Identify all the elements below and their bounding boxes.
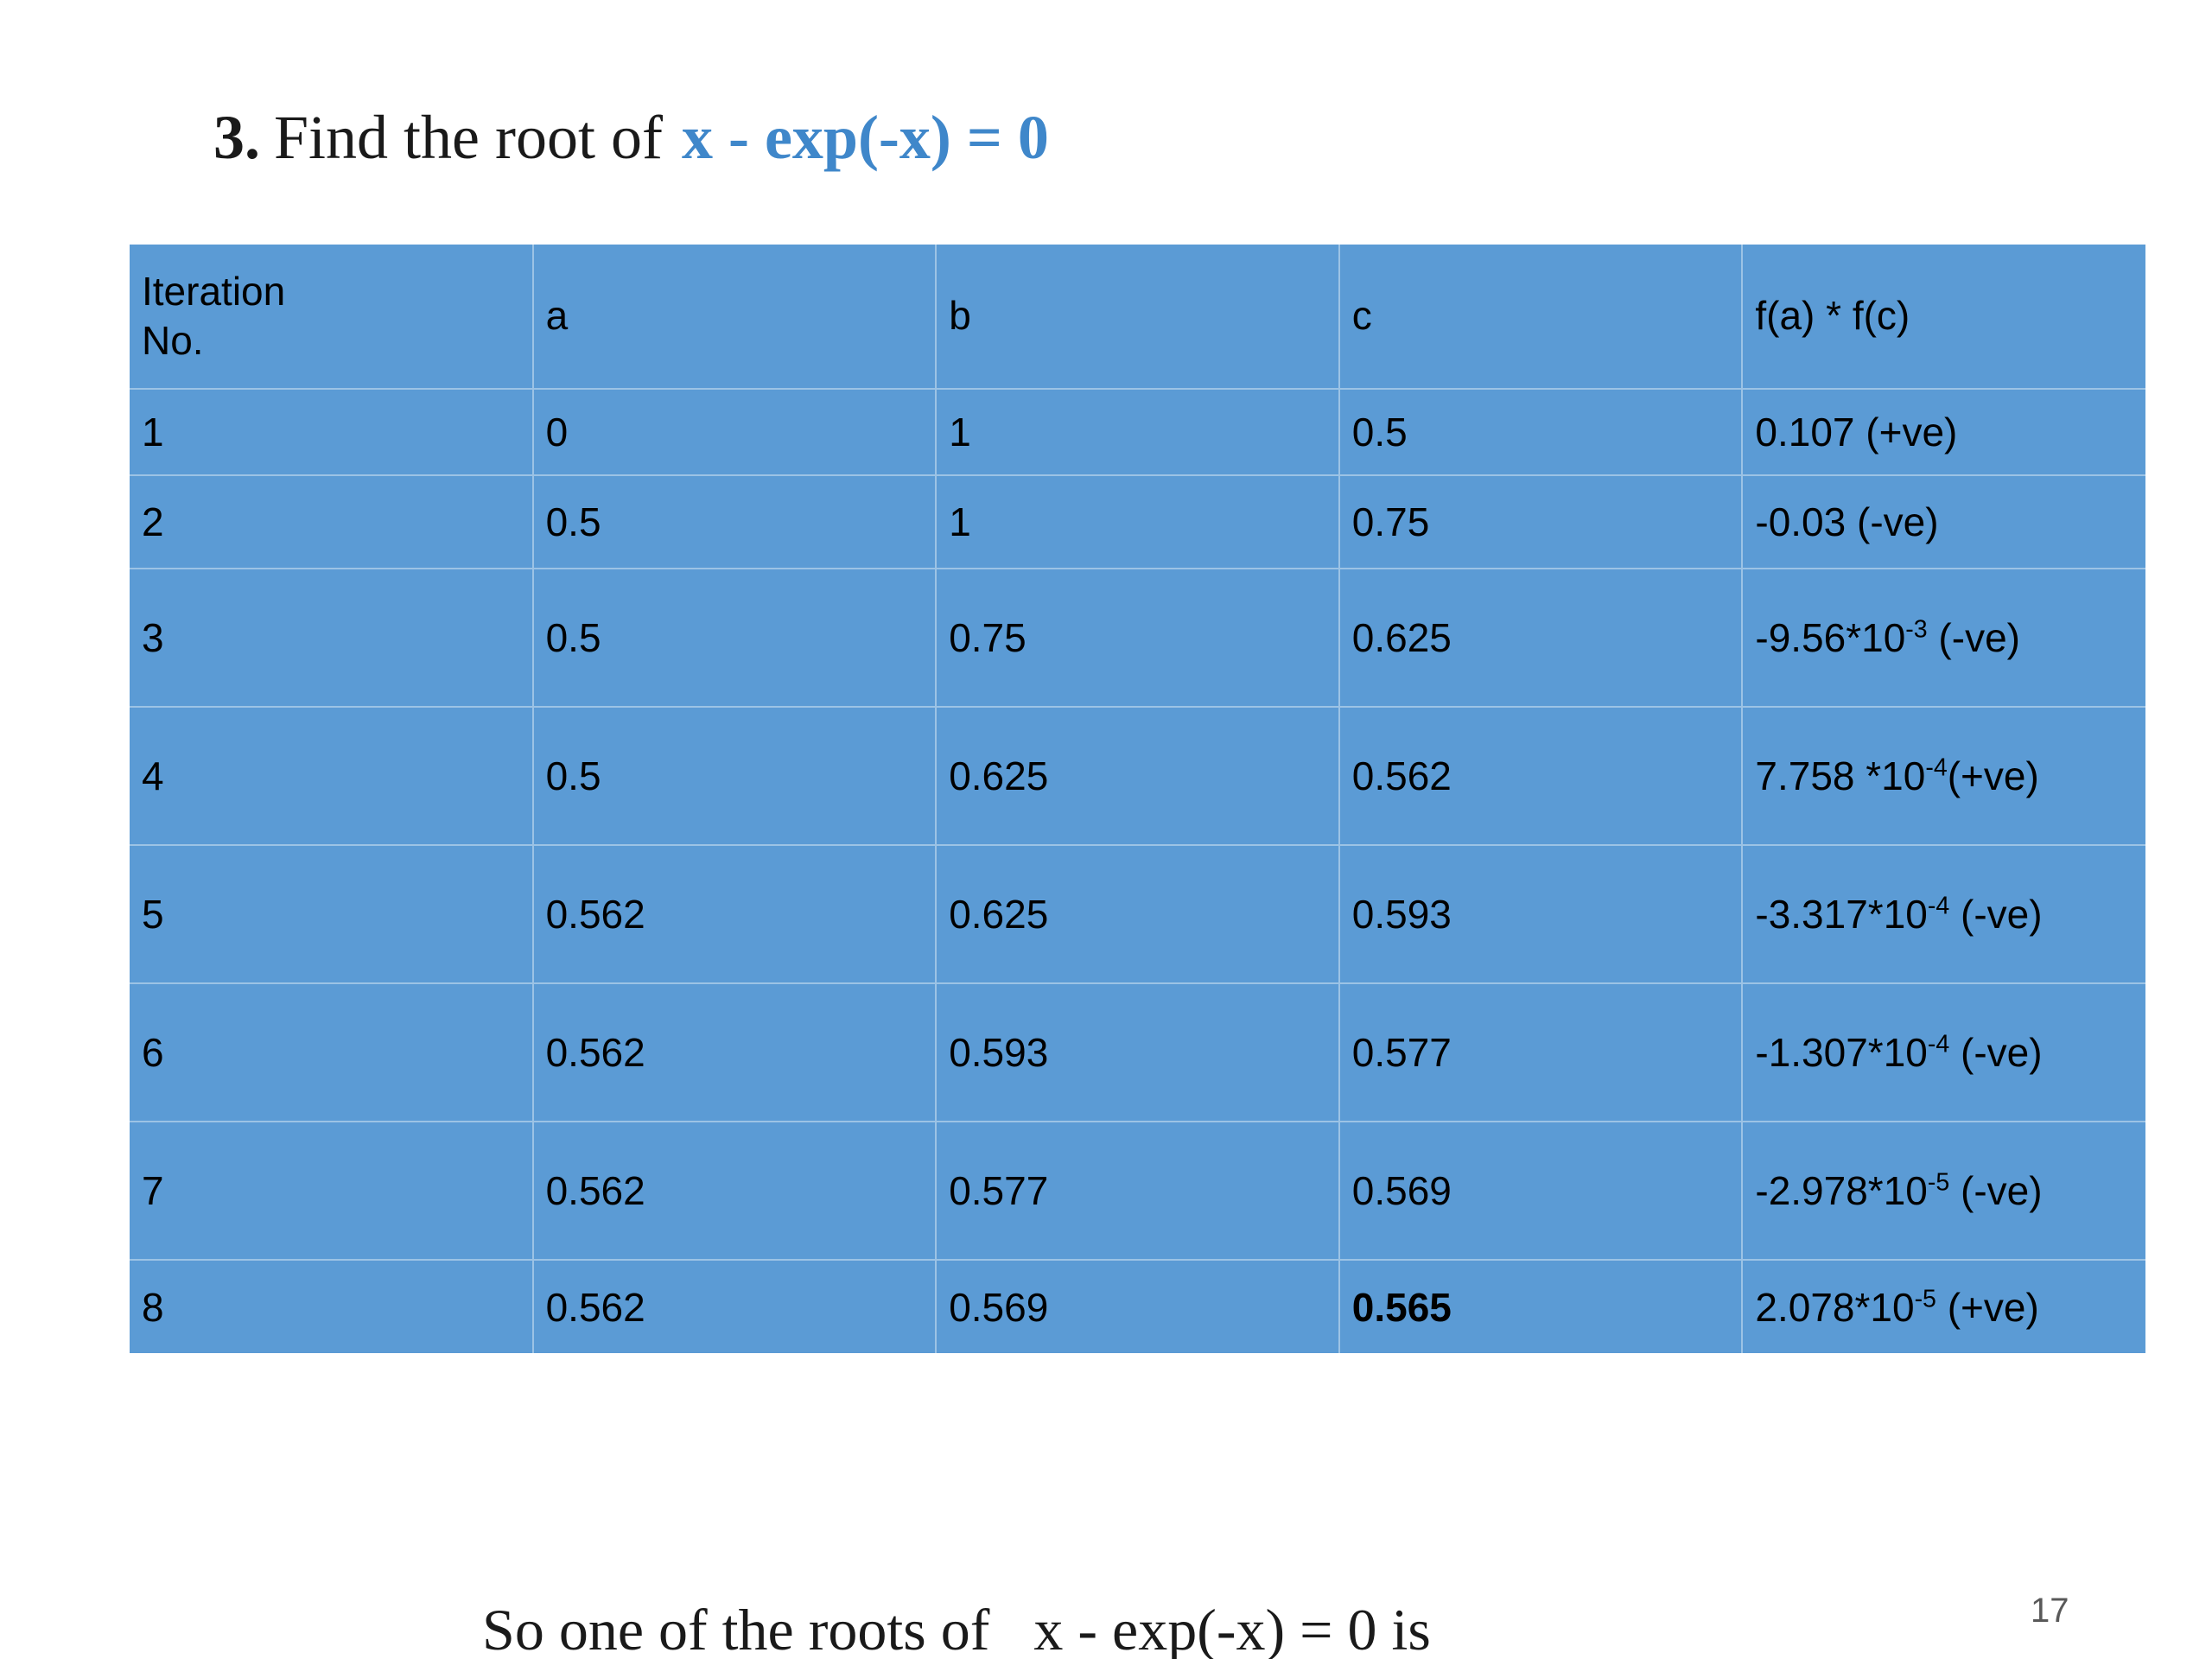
a-cell: 0.562: [531, 844, 938, 984]
fafc-cell: 0.107 (+ve): [1741, 388, 2146, 476]
a-cell: 0.562: [531, 982, 938, 1122]
table-row: 1 0 1 0.5 0.107 (+ve): [129, 388, 2146, 476]
iteration-cell: 5: [129, 844, 534, 984]
iteration-cell: 3: [129, 568, 534, 708]
title-text: Find the root of: [274, 103, 663, 172]
b-cell: 0.577: [935, 1121, 1340, 1261]
iteration-cell: 7: [129, 1121, 534, 1261]
fafc-mantissa: -1.307*10: [1755, 1030, 1928, 1075]
iteration-cell: 4: [129, 706, 534, 846]
fafc-sign: (+ve): [1936, 1284, 2039, 1330]
c-cell: 0.577: [1338, 982, 1744, 1122]
table-row: 4 0.5 0.625 0.562 7.758 *10-4(+ve): [129, 706, 2146, 846]
c-cell: 0.5: [1338, 388, 1744, 476]
fafc-exponent: -3: [1905, 615, 1928, 644]
page-number: 17: [2031, 1592, 2069, 1630]
fafc-exponent: -4: [1927, 892, 1950, 920]
b-cell: 1: [935, 474, 1340, 569]
col-header-iteration: Iteration No.: [129, 244, 534, 390]
fafc-mantissa: -2.978*10: [1755, 1168, 1928, 1213]
c-cell: 0.593: [1338, 844, 1744, 984]
a-cell: 0.562: [531, 1259, 938, 1354]
c-cell: 0.625: [1338, 568, 1744, 708]
table-row: 2 0.5 1 0.75 -0.03 (-ve): [129, 474, 2146, 569]
col-header-fafc: f(a) * f(c): [1741, 244, 2146, 390]
title-number: 3.: [213, 103, 260, 172]
table-row: 8 0.562 0.569 0.565 2.078*10-5 (+ve): [129, 1259, 2146, 1354]
conclusion-line-1: So one of the roots of x - exp(-x) = 0 i…: [482, 1597, 1431, 1659]
b-cell: 0.593: [935, 982, 1340, 1122]
iteration-cell: 6: [129, 982, 534, 1122]
fafc-cell: 7.758 *10-4(+ve): [1741, 706, 2146, 846]
b-cell: 0.75: [935, 568, 1340, 708]
table-row: 5 0.562 0.625 0.593 -3.317*10-4 (-ve): [129, 844, 2146, 984]
col-header-a: a: [531, 244, 938, 390]
c-cell: 0.569: [1338, 1121, 1744, 1261]
bisection-table: Iteration No. a b c f(a) * f(c) 1 0 1 0.…: [129, 244, 2146, 1354]
fafc-sign: (+ve): [1947, 753, 2039, 798]
fafc-cell: -2.978*10-5 (-ve): [1741, 1121, 2146, 1261]
iteration-cell: 2: [129, 474, 534, 569]
fafc-exponent: -5: [1927, 1168, 1950, 1197]
iteration-cell: 1: [129, 388, 534, 476]
fafc-mantissa: 2.078*10: [1755, 1284, 1915, 1330]
b-cell: 1: [935, 388, 1340, 476]
fafc-sign: (-ve): [1949, 892, 2043, 937]
table-row: 6 0.562 0.593 0.577 -1.307*10-4 (-ve): [129, 982, 2146, 1122]
fafc-mantissa: -3.317*10: [1755, 892, 1928, 937]
col-header-c: c: [1338, 244, 1744, 390]
fafc-mantissa: 0.107 (+ve): [1755, 410, 1958, 454]
fafc-exponent: -4: [1925, 753, 1948, 782]
fafc-sign: (-ve): [1949, 1030, 2043, 1075]
fafc-exponent: -4: [1927, 1030, 1950, 1058]
fafc-cell: -0.03 (-ve): [1741, 474, 2146, 569]
table-header-row: Iteration No. a b c f(a) * f(c): [129, 244, 2146, 390]
slide-title: 3. Find the root of x - exp(-x) = 0: [213, 102, 1049, 174]
a-cell: 0: [531, 388, 938, 476]
b-cell: 0.625: [935, 706, 1340, 846]
c-cell: 0.562: [1338, 706, 1744, 846]
a-cell: 0.5: [531, 706, 938, 846]
c-cell: 0.75: [1338, 474, 1744, 569]
fafc-sign: (-ve): [1949, 1168, 2043, 1213]
c-cell-root-result: 0.565: [1338, 1259, 1744, 1354]
fafc-mantissa: 7.758 *10: [1755, 753, 1926, 798]
a-cell: 0.5: [531, 474, 938, 569]
b-cell: 0.625: [935, 844, 1340, 984]
a-cell: 0.562: [531, 1121, 938, 1261]
iteration-cell: 8: [129, 1259, 534, 1354]
bisection-table-container: Iteration No. a b c f(a) * f(c) 1 0 1 0.…: [129, 244, 2146, 1354]
fafc-cell: -3.317*10-4 (-ve): [1741, 844, 2146, 984]
b-cell: 0.569: [935, 1259, 1340, 1354]
table-row: 7 0.562 0.577 0.569 -2.978*10-5 (-ve): [129, 1121, 2146, 1261]
fafc-exponent: -5: [1914, 1285, 1936, 1313]
table-row: 3 0.5 0.75 0.625 -9.56*10-3 (-ve): [129, 568, 2146, 708]
conclusion-text: So one of the roots of x - exp(-x) = 0 i…: [482, 1417, 1431, 1659]
fafc-cell: -1.307*10-4 (-ve): [1741, 982, 2146, 1122]
col-header-b: b: [935, 244, 1340, 390]
fafc-sign: (-ve): [1927, 615, 2020, 660]
a-cell: 0.5: [531, 568, 938, 708]
fafc-mantissa: -0.03 (-ve): [1755, 499, 1939, 544]
fafc-mantissa: -9.56*10: [1755, 615, 1906, 660]
fafc-cell: 2.078*10-5 (+ve): [1741, 1259, 2146, 1354]
title-equation: x - exp(-x) = 0: [681, 103, 1049, 172]
fafc-cell: -9.56*10-3 (-ve): [1741, 568, 2146, 708]
